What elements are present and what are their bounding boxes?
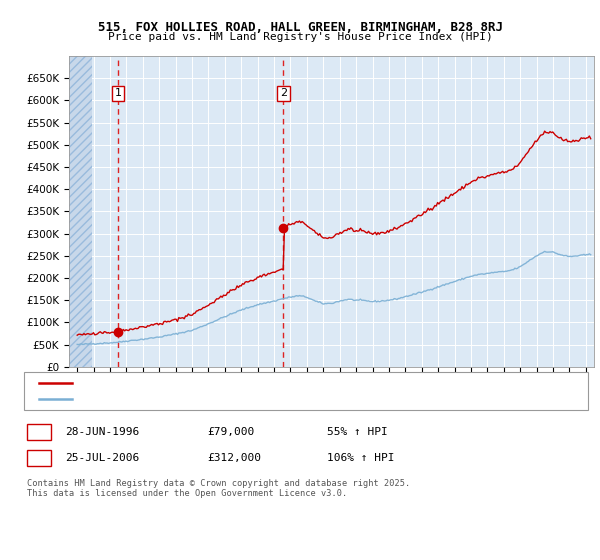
Text: 2: 2 [35,453,43,463]
Text: HPI: Average price, semi-detached house, Birmingham: HPI: Average price, semi-detached house,… [78,395,371,404]
Text: 1: 1 [115,88,122,99]
Text: Contains HM Land Registry data © Crown copyright and database right 2025.
This d: Contains HM Land Registry data © Crown c… [27,479,410,498]
Text: 515, FOX HOLLIES ROAD, HALL GREEN, BIRMINGHAM, B28 8RJ: 515, FOX HOLLIES ROAD, HALL GREEN, BIRMI… [97,21,503,34]
Text: 25-JUL-2006: 25-JUL-2006 [65,453,139,463]
Text: 28-JUN-1996: 28-JUN-1996 [65,427,139,437]
Text: 55% ↑ HPI: 55% ↑ HPI [327,427,388,437]
Text: 1: 1 [35,427,43,437]
Text: 106% ↑ HPI: 106% ↑ HPI [327,453,395,463]
Text: 515, FOX HOLLIES ROAD, HALL GREEN, BIRMINGHAM, B28 8RJ (semi-detached house): 515, FOX HOLLIES ROAD, HALL GREEN, BIRMI… [78,378,515,387]
Text: £79,000: £79,000 [207,427,254,437]
Bar [69,56,92,367]
Text: 2: 2 [280,88,287,99]
Text: Price paid vs. HM Land Registry's House Price Index (HPI): Price paid vs. HM Land Registry's House … [107,32,493,43]
Text: £312,000: £312,000 [207,453,261,463]
